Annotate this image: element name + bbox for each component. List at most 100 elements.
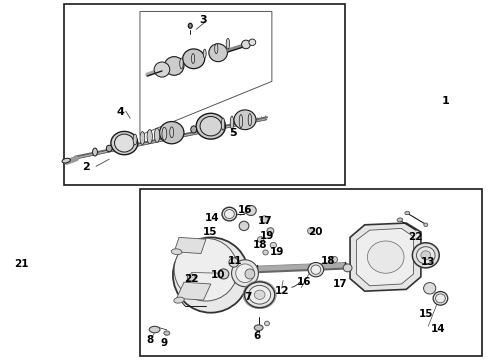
Text: 18: 18	[321, 256, 335, 266]
Ellipse shape	[174, 238, 238, 301]
Text: 1: 1	[441, 96, 449, 106]
Text: 14: 14	[431, 324, 445, 334]
Ellipse shape	[416, 247, 435, 264]
Text: 14: 14	[205, 213, 220, 222]
Ellipse shape	[62, 158, 71, 163]
Ellipse shape	[224, 210, 234, 219]
Ellipse shape	[162, 127, 167, 140]
Ellipse shape	[248, 285, 270, 304]
Ellipse shape	[261, 216, 269, 223]
Ellipse shape	[172, 249, 182, 255]
Ellipse shape	[183, 49, 205, 69]
Text: 17: 17	[333, 279, 347, 289]
Ellipse shape	[405, 211, 410, 215]
Ellipse shape	[413, 243, 439, 268]
Ellipse shape	[203, 49, 206, 58]
Ellipse shape	[248, 114, 251, 126]
Ellipse shape	[154, 128, 160, 142]
Polygon shape	[176, 282, 211, 300]
Ellipse shape	[242, 40, 250, 49]
Ellipse shape	[239, 114, 243, 128]
Ellipse shape	[245, 269, 255, 279]
Text: 8: 8	[146, 334, 153, 345]
Text: 11: 11	[228, 256, 243, 266]
Ellipse shape	[209, 44, 227, 62]
Ellipse shape	[180, 58, 183, 69]
Ellipse shape	[257, 237, 264, 242]
Text: 13: 13	[421, 257, 436, 267]
Text: 15: 15	[418, 310, 433, 319]
Ellipse shape	[245, 206, 256, 216]
Ellipse shape	[239, 221, 249, 230]
Text: 6: 6	[254, 331, 261, 341]
Polygon shape	[174, 237, 206, 253]
Ellipse shape	[192, 54, 195, 63]
Ellipse shape	[147, 130, 152, 144]
Ellipse shape	[368, 241, 404, 273]
Text: 20: 20	[309, 227, 323, 237]
Ellipse shape	[421, 251, 431, 260]
Ellipse shape	[170, 127, 173, 138]
Text: 18: 18	[252, 239, 267, 249]
Ellipse shape	[343, 264, 352, 272]
Text: 5: 5	[229, 129, 237, 138]
Text: 4: 4	[117, 107, 124, 117]
Ellipse shape	[140, 132, 145, 144]
Bar	[140, 189, 482, 356]
Ellipse shape	[174, 297, 184, 303]
Ellipse shape	[221, 118, 225, 130]
Text: 15: 15	[202, 227, 217, 237]
Text: 16: 16	[296, 277, 311, 287]
Ellipse shape	[187, 274, 195, 281]
Ellipse shape	[159, 122, 184, 144]
Ellipse shape	[311, 265, 321, 274]
Ellipse shape	[229, 258, 239, 267]
Bar	[64, 4, 345, 185]
Ellipse shape	[249, 39, 256, 45]
Text: 17: 17	[258, 216, 273, 226]
Ellipse shape	[200, 117, 221, 136]
Ellipse shape	[218, 269, 229, 279]
Ellipse shape	[254, 325, 263, 330]
Ellipse shape	[196, 113, 225, 139]
Ellipse shape	[149, 326, 160, 333]
Text: 12: 12	[274, 286, 289, 296]
Text: 7: 7	[244, 292, 251, 302]
Text: 9: 9	[161, 338, 168, 348]
Ellipse shape	[226, 39, 230, 49]
Ellipse shape	[236, 264, 254, 283]
Ellipse shape	[173, 237, 248, 313]
Ellipse shape	[222, 207, 237, 221]
Text: 22: 22	[184, 274, 198, 284]
Ellipse shape	[423, 283, 436, 294]
Ellipse shape	[188, 23, 192, 28]
Text: 21: 21	[14, 259, 28, 269]
Ellipse shape	[230, 116, 234, 129]
Ellipse shape	[133, 134, 137, 145]
Ellipse shape	[232, 260, 258, 287]
Ellipse shape	[154, 62, 170, 77]
Ellipse shape	[215, 44, 218, 54]
Ellipse shape	[254, 290, 265, 300]
Ellipse shape	[270, 242, 276, 248]
Ellipse shape	[267, 228, 274, 234]
Ellipse shape	[436, 294, 445, 303]
Text: 10: 10	[211, 270, 225, 280]
Ellipse shape	[106, 145, 112, 152]
Ellipse shape	[164, 57, 184, 75]
Ellipse shape	[191, 126, 196, 133]
Text: 19: 19	[270, 247, 284, 257]
Ellipse shape	[245, 282, 275, 308]
Ellipse shape	[111, 131, 138, 155]
Ellipse shape	[424, 223, 428, 226]
Ellipse shape	[308, 262, 324, 277]
Text: 22: 22	[408, 232, 422, 242]
Ellipse shape	[263, 250, 268, 255]
Text: 3: 3	[199, 15, 207, 26]
Ellipse shape	[330, 256, 338, 263]
Ellipse shape	[308, 228, 315, 234]
Ellipse shape	[265, 321, 270, 326]
Ellipse shape	[93, 148, 98, 156]
Ellipse shape	[164, 331, 170, 335]
Ellipse shape	[433, 292, 448, 305]
